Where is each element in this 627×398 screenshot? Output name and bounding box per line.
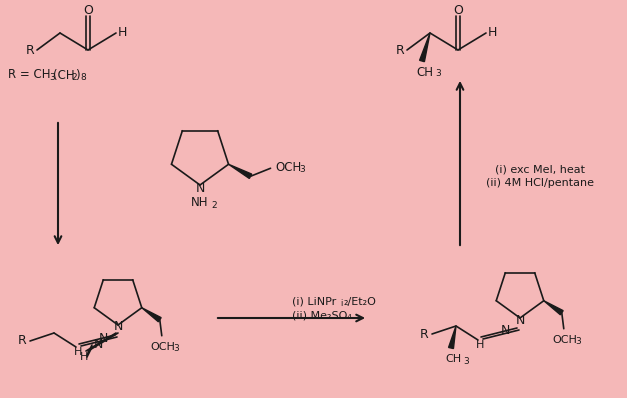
Text: H: H xyxy=(80,352,88,362)
Text: 2: 2 xyxy=(211,201,216,209)
Text: 3: 3 xyxy=(463,357,469,365)
Text: N: N xyxy=(93,339,103,351)
Text: N: N xyxy=(515,314,525,326)
Text: N: N xyxy=(113,320,123,334)
Text: 3: 3 xyxy=(49,72,55,82)
Text: OCH: OCH xyxy=(275,161,302,174)
Text: N: N xyxy=(98,332,108,345)
Text: ₂/Et₂O: ₂/Et₂O xyxy=(344,297,377,307)
Text: H: H xyxy=(487,27,497,39)
Text: R: R xyxy=(18,334,26,347)
Polygon shape xyxy=(419,33,430,62)
Text: N: N xyxy=(196,181,204,195)
Text: CH: CH xyxy=(445,354,461,364)
Text: ): ) xyxy=(75,68,80,82)
Text: H: H xyxy=(476,340,484,350)
Text: H: H xyxy=(74,347,82,357)
Text: (ii) 4M HCl/pentane: (ii) 4M HCl/pentane xyxy=(486,178,594,188)
Polygon shape xyxy=(228,164,251,178)
Text: 8: 8 xyxy=(80,72,86,82)
Text: OCH: OCH xyxy=(150,342,175,352)
Text: i: i xyxy=(340,300,342,308)
Text: R: R xyxy=(419,328,428,341)
Text: 3: 3 xyxy=(435,68,441,78)
Text: O: O xyxy=(453,4,463,16)
Text: R = CH: R = CH xyxy=(8,68,51,82)
Text: OCH: OCH xyxy=(552,335,577,345)
Text: R: R xyxy=(396,43,404,57)
Text: (CH: (CH xyxy=(53,68,75,82)
Text: 2: 2 xyxy=(71,72,76,82)
Polygon shape xyxy=(142,308,161,322)
Text: NH: NH xyxy=(191,197,209,209)
Polygon shape xyxy=(448,326,456,349)
Text: O: O xyxy=(83,4,93,16)
Polygon shape xyxy=(544,301,563,315)
Text: (ii) Me₂SO₄: (ii) Me₂SO₄ xyxy=(292,310,352,320)
Text: H: H xyxy=(117,27,127,39)
Text: 3: 3 xyxy=(576,337,581,346)
Text: N: N xyxy=(500,324,510,338)
Text: CH: CH xyxy=(416,66,433,80)
Text: (i) LiNPr: (i) LiNPr xyxy=(292,297,336,307)
Text: R: R xyxy=(26,43,34,57)
Text: 3: 3 xyxy=(174,344,179,353)
Text: 3: 3 xyxy=(300,165,305,174)
Text: (i) exc MeI, heat: (i) exc MeI, heat xyxy=(495,165,585,175)
